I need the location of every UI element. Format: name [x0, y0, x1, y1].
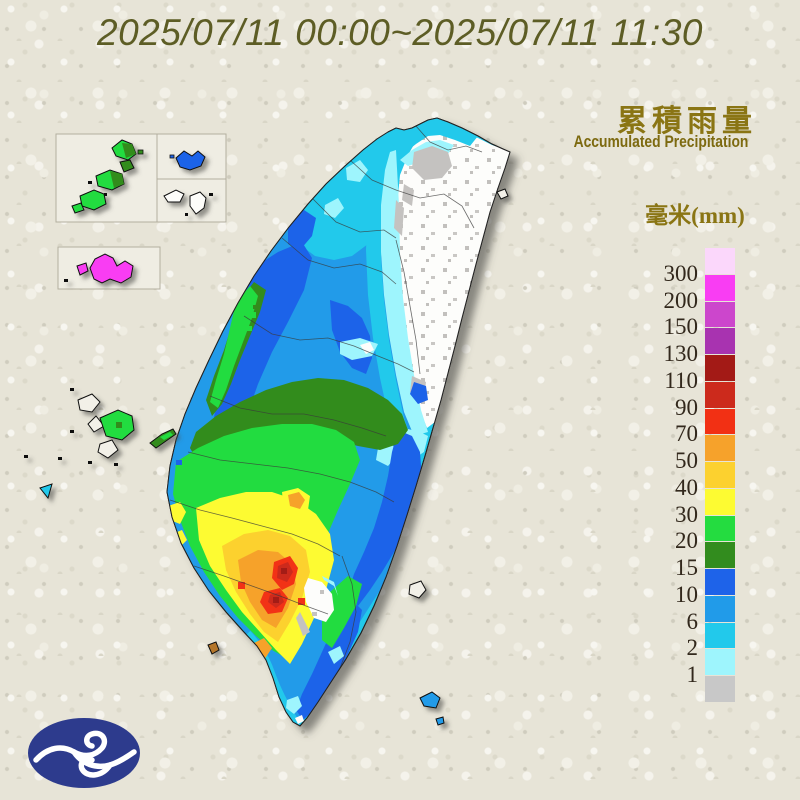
unit-label: 毫米(mm) — [645, 203, 745, 228]
inset-wuqiu-islands — [163, 189, 213, 216]
inset-dongyin-island — [169, 150, 206, 171]
inset-matsu-islands — [71, 139, 144, 214]
taiwan-island — [166, 117, 511, 727]
page-title: 2025/07/11 00:00~2025/07/11 11:30 — [97, 12, 703, 53]
heading-zh: 累積雨量 — [617, 105, 757, 138]
inset-boxes — [55, 133, 227, 290]
cloud-swirl-icon — [33, 730, 137, 778]
county-boundaries — [169, 125, 483, 669]
offshore-islands — [24, 188, 509, 726]
cwb-logo — [28, 718, 140, 788]
inset-kinmen-island — [64, 253, 134, 284]
heading-en: Accumulated Precipitation — [573, 133, 749, 151]
